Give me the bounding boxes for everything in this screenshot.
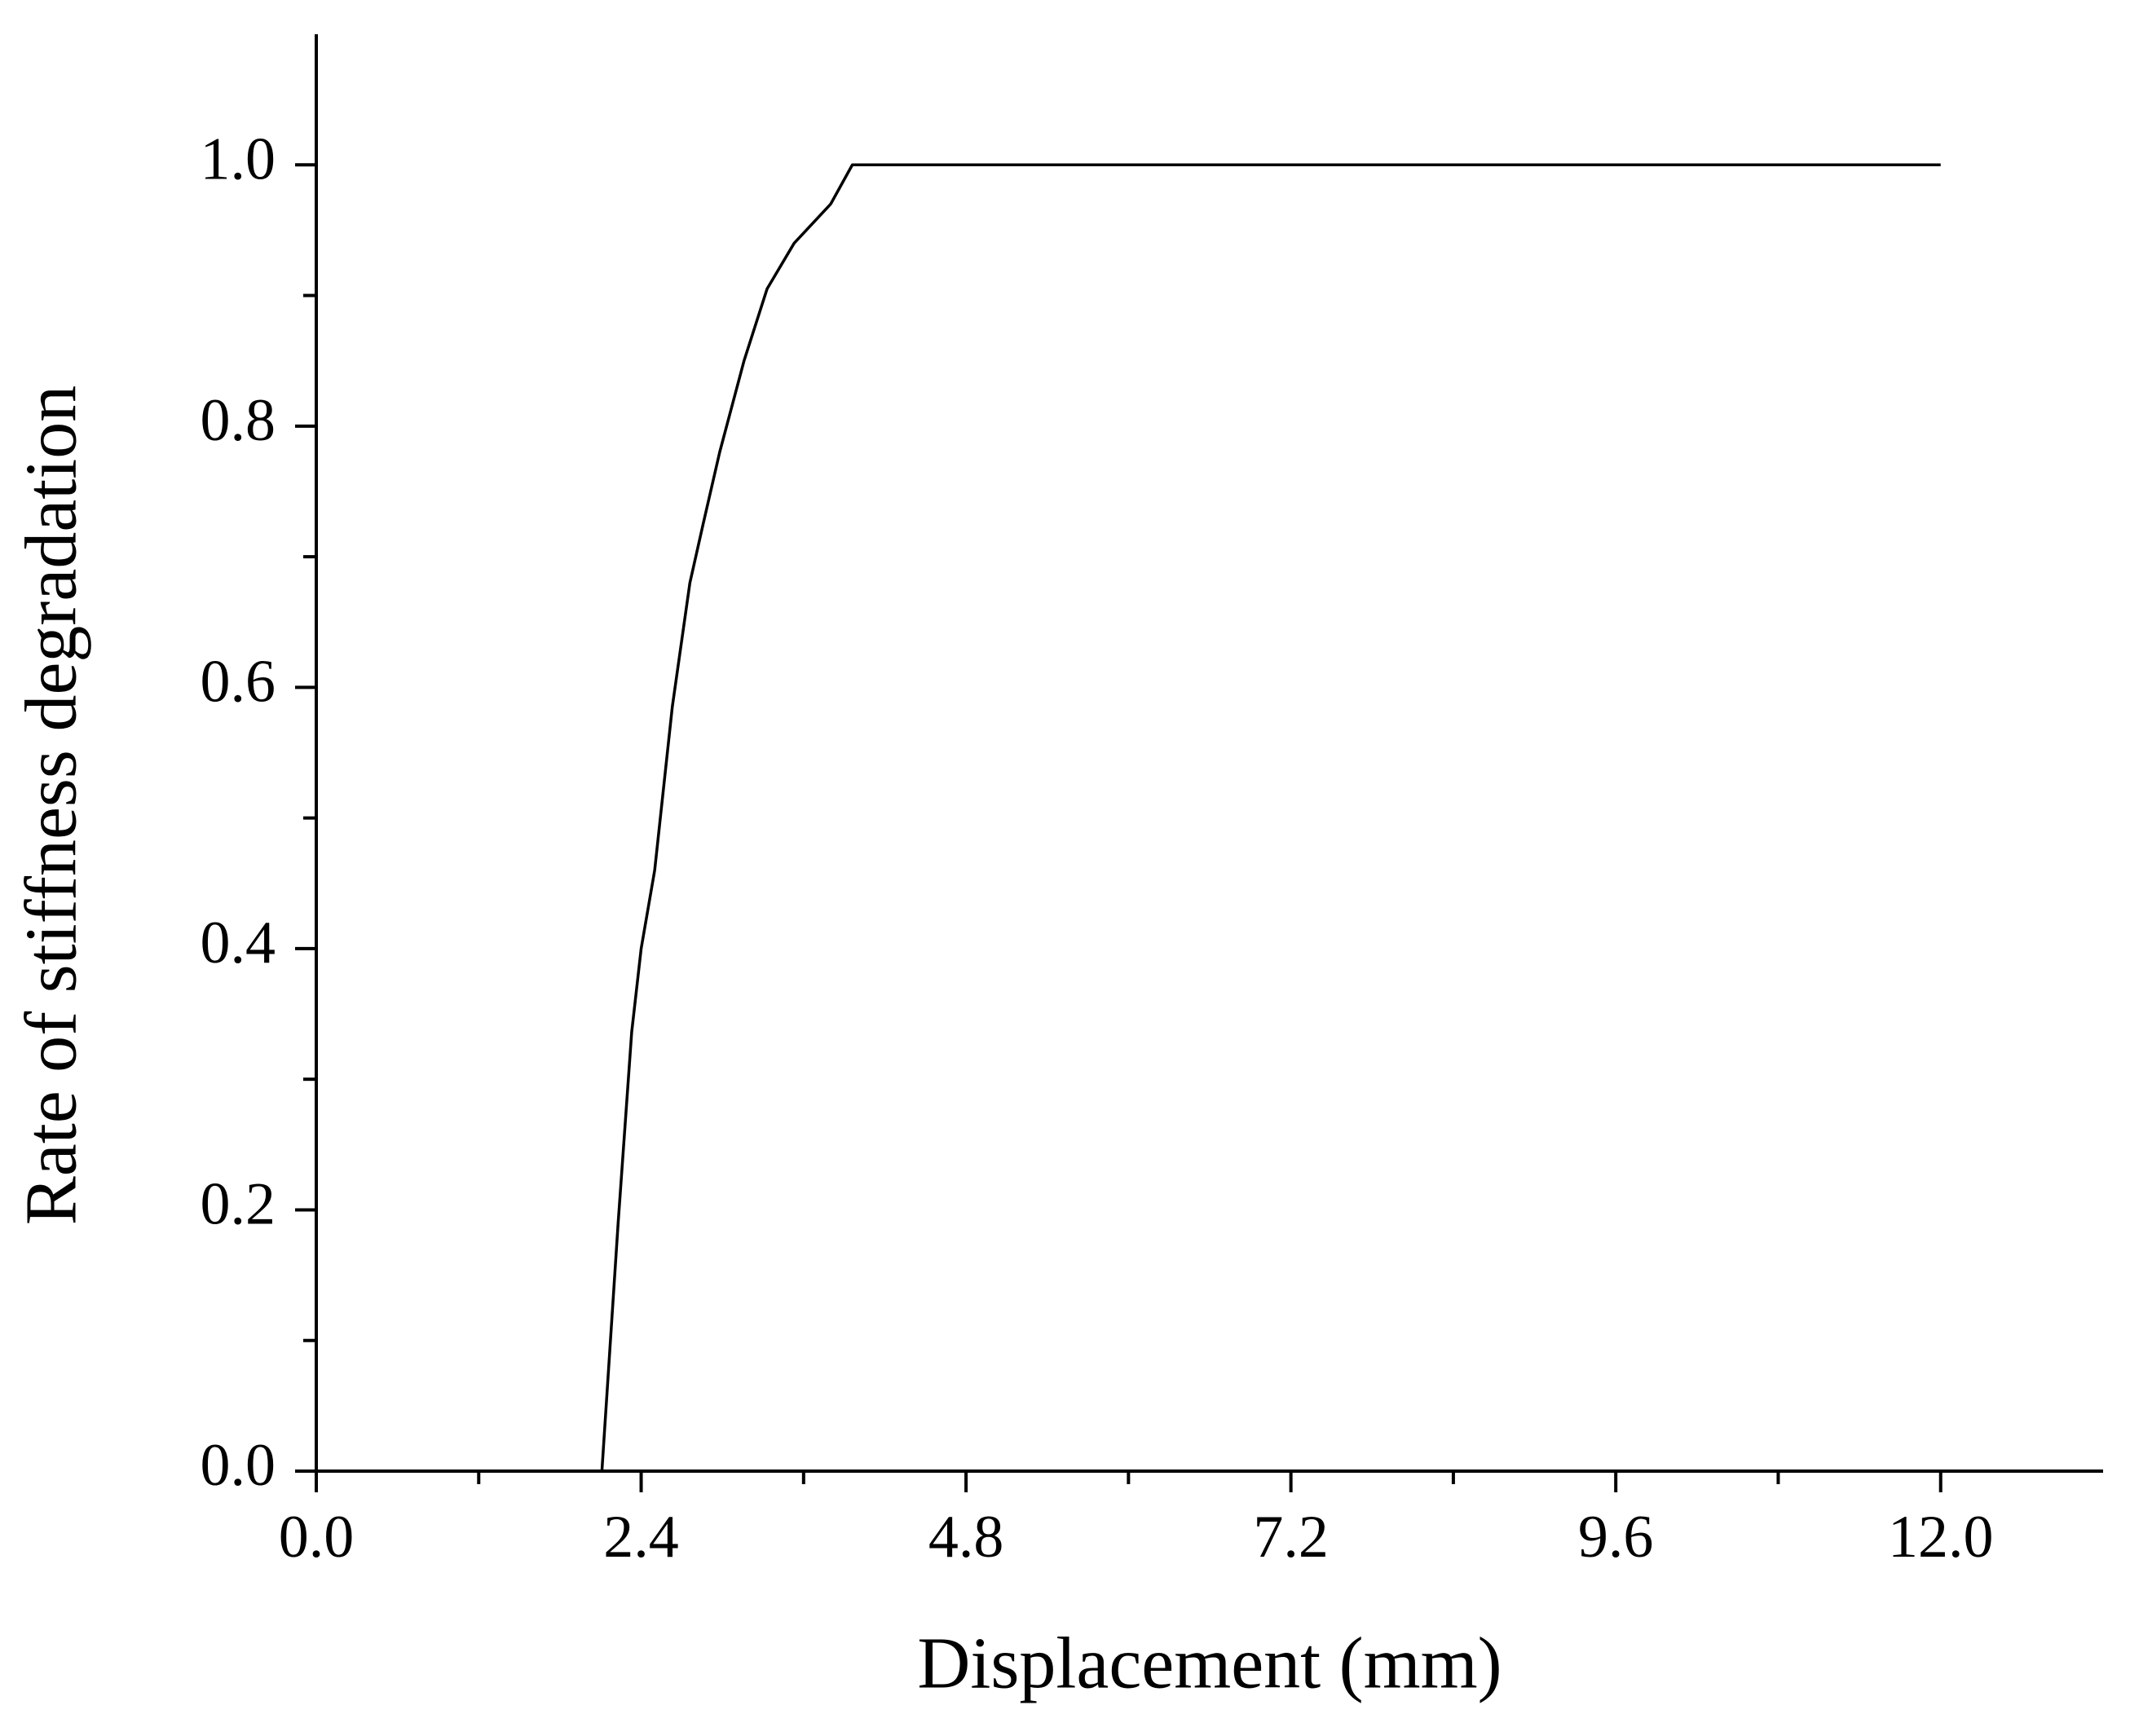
y-tick-label: 0.6 [201, 648, 276, 715]
x-tick-label: 12.0 [1888, 1504, 1994, 1571]
y-tick-label: 0.8 [201, 387, 276, 454]
x-tick-label: 0.0 [279, 1504, 355, 1571]
x-tick-label: 7.2 [1253, 1504, 1329, 1571]
x-tick-label: 9.6 [1578, 1504, 1654, 1571]
y-axis-title: Rate of stiffness degradation [11, 386, 92, 1226]
y-tick-label: 0.4 [201, 910, 276, 976]
x-axis-title: Displacement (mm) [917, 1624, 1502, 1704]
x-tick-label: 2.4 [603, 1504, 679, 1571]
y-tick-label: 0.2 [201, 1170, 276, 1237]
y-tick-label: 0.0 [201, 1432, 276, 1499]
data-line [600, 163, 1941, 1472]
x-tick-label: 4.8 [928, 1504, 1004, 1571]
y-tick-label: 1.0 [201, 126, 276, 192]
